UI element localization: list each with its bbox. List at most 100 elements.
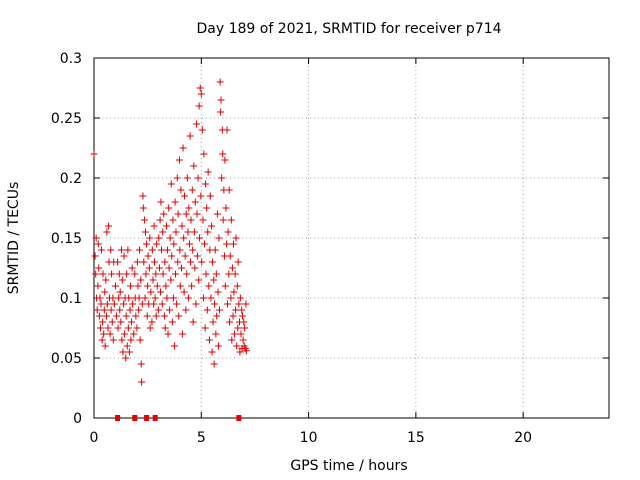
data-point (100, 330, 108, 338)
data-point (120, 252, 128, 260)
data-point (146, 234, 154, 242)
data-point (240, 318, 248, 326)
data-point (108, 318, 116, 326)
data-point (216, 78, 224, 86)
data-point (174, 258, 182, 266)
data-point (95, 312, 103, 320)
x-tick-label: 5 (197, 430, 206, 446)
data-point (185, 240, 193, 248)
data-point (142, 228, 149, 236)
data-point (152, 270, 160, 278)
data-point (108, 270, 116, 278)
data-point (139, 192, 147, 200)
data-point (234, 258, 242, 266)
data-point (186, 132, 194, 140)
data-point (176, 282, 184, 290)
data-point (117, 318, 125, 326)
data-point (183, 270, 191, 278)
data-point (194, 174, 202, 182)
data-point (122, 312, 130, 320)
data-point (129, 300, 137, 308)
data-point (221, 282, 229, 290)
data-point (216, 306, 224, 314)
y-tick-label: 0 (73, 411, 82, 427)
data-point (195, 276, 203, 284)
data-point (149, 276, 157, 284)
zero-marker (132, 415, 138, 421)
data-point (174, 210, 182, 218)
data-point (140, 216, 148, 224)
data-point (241, 324, 249, 332)
data-point (154, 306, 162, 314)
data-point (207, 294, 215, 302)
data-point (156, 216, 164, 224)
data-point (238, 306, 246, 314)
data-point (205, 336, 213, 344)
x-tick-label: 10 (300, 430, 318, 446)
data-point (233, 282, 241, 290)
data-point (101, 288, 109, 296)
data-point (143, 240, 151, 248)
data-point (135, 294, 143, 302)
data-point (123, 342, 131, 350)
data-point (91, 252, 99, 260)
data-point (211, 300, 219, 308)
data-point (115, 294, 123, 302)
data-point (217, 108, 225, 116)
data-point (201, 324, 209, 332)
data-point (143, 312, 151, 320)
data-point (225, 270, 233, 278)
data-point (199, 216, 207, 224)
x-axis-label: GPS time / hours (290, 458, 407, 474)
data-point (198, 126, 206, 134)
data-point (238, 312, 246, 320)
data-point (215, 234, 223, 242)
data-point (155, 234, 163, 242)
data-points (90, 78, 250, 421)
data-point (172, 270, 180, 278)
data-point (152, 312, 160, 320)
x-tick-label: 20 (514, 430, 532, 446)
data-point (178, 264, 186, 272)
data-point (92, 270, 100, 278)
data-point (223, 126, 231, 134)
data-point (166, 306, 174, 314)
data-point (123, 270, 131, 278)
data-point (141, 294, 149, 302)
data-point (231, 270, 239, 278)
data-point (160, 210, 168, 218)
data-point (148, 318, 156, 326)
x-tick-labels: 0 5 10 15 20 (90, 430, 533, 446)
data-point (169, 294, 177, 302)
data-point (212, 270, 220, 278)
data-point (116, 306, 124, 314)
data-point (160, 312, 168, 320)
data-point (208, 348, 216, 356)
data-point (150, 300, 158, 308)
data-point (173, 300, 181, 308)
data-point (94, 282, 102, 290)
data-point (227, 294, 235, 302)
data-point (120, 300, 128, 308)
data-point (242, 300, 250, 308)
data-point (130, 330, 138, 338)
data-point (107, 246, 115, 254)
data-point (145, 264, 153, 272)
data-point (192, 300, 200, 308)
data-point (135, 246, 143, 254)
data-point (191, 264, 199, 272)
data-point (124, 246, 132, 254)
data-point (163, 246, 171, 254)
data-point (128, 318, 136, 326)
data-point (168, 252, 176, 260)
data-point (122, 354, 130, 362)
data-point (150, 222, 158, 230)
data-point (159, 228, 167, 236)
data-point (148, 246, 156, 254)
data-point (107, 306, 115, 314)
data-point (214, 342, 222, 350)
data-point (97, 300, 105, 308)
data-point (167, 276, 175, 284)
data-point (224, 228, 232, 236)
data-point (163, 222, 171, 230)
